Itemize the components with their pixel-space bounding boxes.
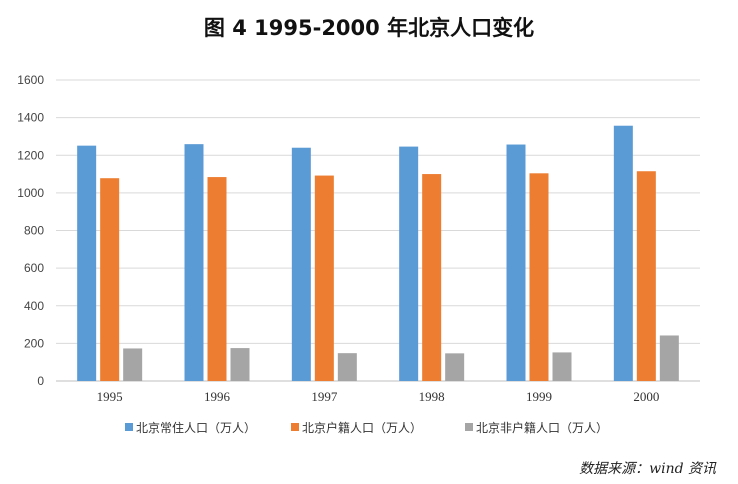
legend-label: 北京户籍人口（万人） (302, 420, 422, 435)
bar-1-1999 (506, 144, 526, 381)
y-tick-label: 800 (24, 224, 44, 238)
legend-swatch (291, 423, 299, 431)
legend-label: 北京非户籍人口（万人） (476, 420, 608, 435)
legend-label: 北京常住人口（万人） (136, 421, 256, 435)
x-tick-label: 1995 (97, 389, 123, 404)
x-axis-ticks: 1995 1996 1997 1998 1999 2000 (97, 389, 660, 404)
bar-1-1996 (184, 144, 204, 381)
y-tick-label: 1200 (17, 148, 44, 162)
bar-3-1995 (123, 348, 143, 381)
grid-lines (56, 79, 700, 382)
legend-swatch (465, 423, 473, 431)
chart-title: 图 4 1995-2000 年北京人口变化 (203, 16, 535, 40)
x-tick-label: 2000 (633, 389, 659, 404)
bar-1-2000 (613, 125, 633, 381)
bar-1-1997 (291, 147, 311, 381)
bar-3-1999 (552, 352, 572, 381)
y-tick-label: 600 (24, 261, 44, 275)
bar-1-1995 (77, 145, 97, 381)
bar-2-1997 (314, 175, 334, 381)
bar-1-1998 (399, 146, 419, 381)
bar-3-1998 (445, 353, 465, 381)
bar-2-2000 (636, 171, 656, 381)
y-tick-label: 0 (37, 374, 44, 388)
x-tick-label: 1997 (311, 389, 338, 404)
bar-2-1998 (422, 174, 442, 381)
bar-3-1996 (230, 348, 250, 381)
y-tick-label: 1400 (17, 111, 44, 125)
x-tick-label: 1998 (419, 389, 445, 404)
data-source-note: 数据来源：wind 资讯 (579, 461, 716, 477)
bar-3-2000 (659, 335, 679, 381)
bars (77, 125, 679, 381)
x-tick-label: 1996 (204, 389, 231, 404)
y-tick-label: 1600 (17, 73, 44, 87)
bar-2-1996 (207, 177, 227, 381)
bar-3-1997 (337, 353, 357, 381)
y-tick-label: 1000 (17, 186, 44, 200)
y-axis-ticks: 0 200 400 600 800 1000 1200 1400 1600 (17, 73, 44, 388)
y-tick-label: 200 (24, 336, 44, 350)
legend: 北京常住人口（万人） 北京户籍人口（万人） 北京非户籍人口（万人） (125, 420, 608, 435)
y-tick-label: 400 (24, 299, 44, 313)
legend-swatch (125, 423, 133, 431)
bar-2-1999 (529, 173, 549, 381)
bar-2-1995 (100, 178, 120, 381)
x-tick-label: 1999 (526, 389, 552, 404)
